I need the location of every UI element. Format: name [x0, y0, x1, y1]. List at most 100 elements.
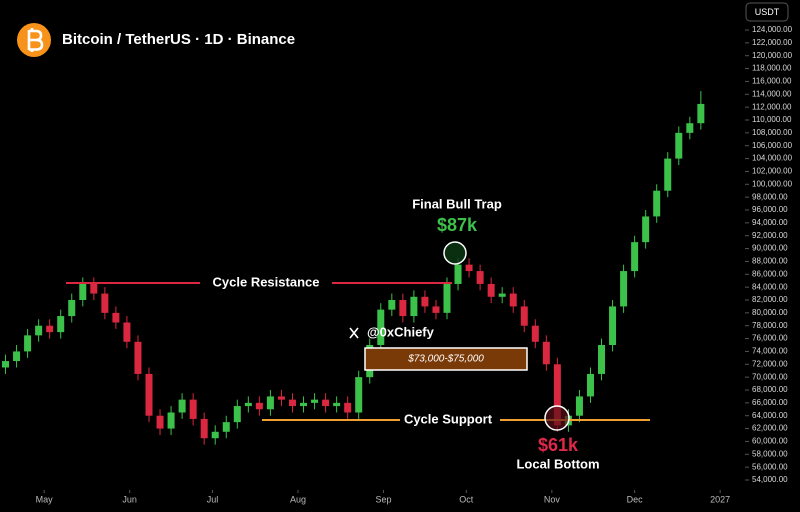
candle-body [35, 325, 43, 336]
candle-body [333, 402, 341, 407]
y-tick-label: 122,000.00 [752, 38, 793, 47]
candle-body [244, 402, 252, 407]
candle-body [476, 271, 484, 284]
candle-body [531, 325, 539, 342]
candle-body [46, 325, 54, 333]
candle-body [322, 399, 330, 407]
candle-body [509, 293, 517, 307]
x-icon [349, 327, 359, 339]
candle-body [156, 415, 164, 429]
y-tick-label: 64,000.00 [752, 411, 788, 420]
y-tick-label: 108,000.00 [752, 128, 793, 137]
y-tick-label: 112,000.00 [752, 102, 792, 111]
candle-body [377, 309, 385, 345]
x-tick-label: Sep [376, 494, 392, 504]
y-tick-label: 116,000.00 [752, 77, 792, 86]
candle-body [653, 190, 661, 217]
candle-body [553, 364, 561, 426]
watermark: @0xChiefy [367, 324, 435, 339]
peak-marker [443, 241, 467, 265]
x-tick-label: Aug [290, 494, 306, 504]
bitcoin-glyph [27, 28, 44, 52]
candle-body [300, 402, 308, 407]
candle-body [255, 402, 263, 410]
y-tick-label: 70,000.00 [752, 372, 788, 381]
y-tick-label: 56,000.00 [752, 462, 788, 471]
x-tick-label: Jun [122, 494, 137, 504]
candle-body [575, 396, 583, 416]
candle-body [454, 264, 462, 284]
candle-body [90, 283, 98, 294]
y-tick-label: 124,000.00 [752, 25, 793, 34]
zone-box [364, 347, 528, 371]
x-tick-label: Jul [207, 494, 219, 504]
candle-body [211, 431, 219, 439]
y-tick-label: 72,000.00 [752, 359, 788, 368]
candle-body [123, 322, 131, 342]
candle-body [13, 351, 21, 362]
candle-body [631, 242, 639, 272]
candle-body [79, 283, 87, 300]
candle-body [288, 399, 296, 407]
y-tick-label: 78,000.00 [752, 321, 788, 330]
candle-body [487, 283, 495, 297]
y-tick-label: 94,000.00 [752, 218, 788, 227]
candle-body [686, 123, 694, 133]
candle-body [465, 264, 473, 272]
candle-body [200, 418, 208, 439]
currency[interactable]: USDT [755, 7, 780, 17]
candle-body [675, 132, 683, 159]
candle-body [609, 306, 617, 345]
x-tick-label: Nov [544, 494, 561, 504]
x-tick-label: Dec [627, 494, 644, 504]
y-tick-label: 102,000.00 [752, 167, 793, 176]
currency-box[interactable] [745, 2, 789, 22]
x-tick-label: 2027 [710, 494, 730, 504]
zone-label: $73,000-$75,000 [407, 354, 484, 365]
y-tick-label: 68,000.00 [752, 385, 788, 394]
y-tick-label: 88,000.00 [752, 257, 788, 266]
candle-body [112, 312, 120, 323]
candle-body [498, 293, 506, 297]
y-tick-label: 118,000.00 [752, 64, 792, 73]
candle-body [2, 361, 10, 368]
candle-body [68, 300, 76, 317]
peak-value: $87k [437, 215, 478, 235]
y-tick-label: 100,000.00 [752, 179, 793, 188]
candle-body [388, 300, 396, 310]
candle-body [189, 399, 197, 419]
y-tick-label: 82,000.00 [752, 295, 788, 304]
candle-body [598, 345, 606, 374]
candle-body [167, 412, 175, 429]
y-tick-label: 66,000.00 [752, 398, 788, 407]
candle-body [355, 377, 363, 413]
candle-body [664, 158, 672, 191]
y-tick-label: 104,000.00 [752, 154, 793, 163]
y-tick-label: 54,000.00 [752, 475, 788, 484]
candle-body [642, 216, 650, 243]
candle-body [432, 306, 440, 313]
candle-body [620, 271, 628, 307]
candle-body [24, 335, 32, 352]
bottom-label: Local Bottom [516, 456, 599, 471]
candle-body [542, 341, 550, 365]
candle-body [344, 402, 352, 413]
y-tick-label: 114,000.00 [752, 89, 792, 98]
support-label: Cycle Support [404, 411, 493, 426]
candle-body [266, 396, 274, 410]
y-tick-label: 80,000.00 [752, 308, 788, 317]
candle-body [222, 422, 230, 432]
y-tick-label: 92,000.00 [752, 231, 788, 240]
y-tick-label: 74,000.00 [752, 347, 788, 356]
y-tick-label: 62,000.00 [752, 424, 788, 433]
y-tick-label: 84,000.00 [752, 282, 788, 291]
y-tick-label: 76,000.00 [752, 334, 788, 343]
x-tick-label: Oct [459, 494, 474, 504]
candle-body [443, 283, 451, 313]
y-tick-label: 120,000.00 [752, 51, 793, 60]
candle-body [410, 296, 418, 317]
y-tick-label: 58,000.00 [752, 449, 788, 458]
candle-body [134, 341, 142, 374]
candle-body [233, 406, 241, 423]
